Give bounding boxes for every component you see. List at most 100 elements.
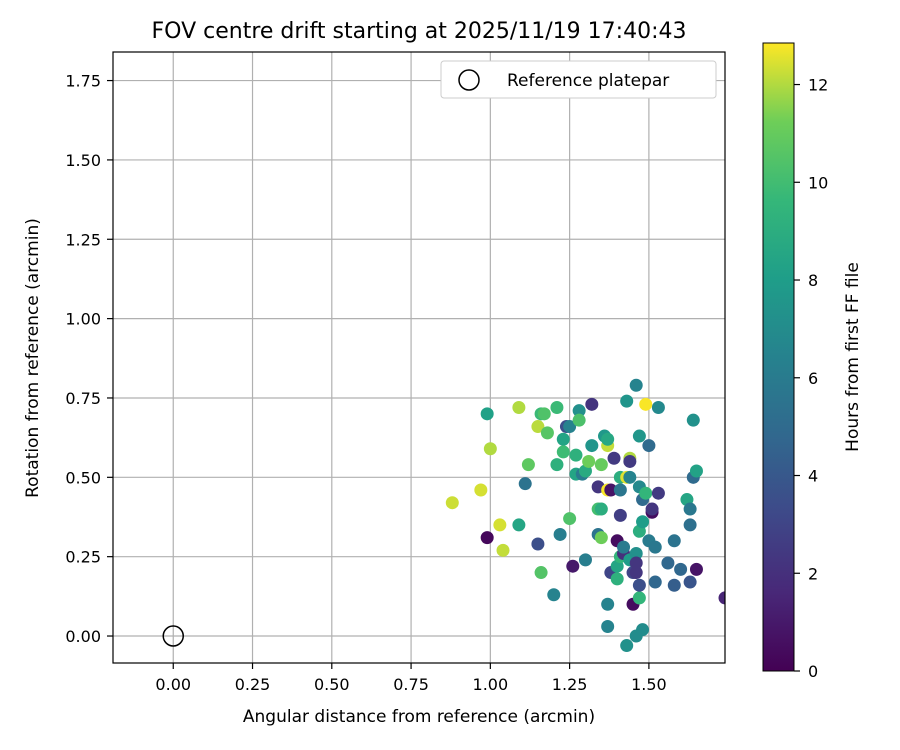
data-point: [566, 559, 580, 573]
x-tick-label: 1.00: [473, 675, 509, 694]
x-tick-label: 1.25: [552, 675, 588, 694]
data-point: [594, 458, 608, 472]
data-point: [537, 407, 551, 421]
data-point: [645, 502, 659, 516]
x-tick-label: 0.25: [235, 675, 271, 694]
data-point: [547, 588, 561, 602]
data-point: [632, 578, 646, 592]
colorbar-tick-label: 0: [808, 662, 818, 681]
data-point: [683, 518, 697, 532]
data-point: [629, 378, 643, 392]
x-tick-label: 0.75: [393, 675, 429, 694]
colorbar-tick-label: 10: [808, 173, 828, 192]
data-point: [629, 566, 643, 580]
grid-lines: [113, 52, 725, 663]
data-point: [651, 486, 665, 500]
data-point: [661, 556, 675, 570]
data-point: [651, 400, 665, 414]
data-point: [572, 413, 586, 427]
scatter-points: [445, 378, 725, 653]
data-point: [512, 518, 526, 532]
data-point: [553, 527, 567, 541]
data-point: [686, 413, 700, 427]
data-point: [667, 578, 681, 592]
data-point: [617, 540, 631, 554]
data-point: [445, 496, 459, 510]
data-point: [636, 623, 650, 637]
data-point: [496, 543, 510, 557]
legend: Reference platepar: [440, 60, 717, 99]
data-point: [493, 518, 507, 532]
data-point: [648, 575, 662, 589]
data-point: [540, 426, 554, 440]
data-point: [521, 458, 535, 472]
legend-marker: [458, 69, 480, 91]
reference-point-marker: [162, 625, 184, 647]
y-tick-label: 0.75: [65, 389, 101, 408]
data-point: [585, 397, 599, 411]
data-point: [518, 477, 532, 491]
data-point: [629, 556, 643, 570]
data-point: [604, 483, 618, 497]
data-point: [563, 420, 577, 434]
x-axis-ticks: 0.00 0.25 0.50 0.75 1.00 1.25 1.50: [155, 663, 667, 694]
colorbar-tick-label: 6: [808, 369, 818, 388]
y-tick-label: 0.50: [65, 468, 101, 487]
data-point: [594, 531, 608, 545]
y-tick-label: 0.00: [65, 627, 101, 646]
data-point: [629, 546, 643, 560]
colorbar: 0 2 4 6 8 10 12 Hours from first FF file: [762, 42, 863, 681]
y-tick-label: 1.50: [65, 151, 101, 170]
data-point: [623, 454, 637, 468]
data-point: [550, 458, 564, 472]
data-point: [531, 420, 545, 434]
data-point: [689, 464, 703, 478]
data-point: [483, 442, 497, 456]
x-axis-label: Angular distance from reference (arcmin): [243, 707, 595, 727]
colorbar-ticks: 0 2 4 6 8 10 12: [794, 76, 828, 681]
data-point: [531, 537, 545, 551]
chart-title: FOV centre drift starting at 2025/11/19 …: [152, 19, 687, 44]
y-tick-label: 1.00: [65, 310, 101, 329]
data-point: [642, 439, 656, 453]
data-point: [582, 454, 596, 468]
data-point: [563, 512, 577, 526]
data-point: [474, 483, 488, 497]
y-axis-label: Rotation from reference (arcmin): [23, 218, 43, 498]
data-point: [613, 483, 627, 497]
data-point: [594, 502, 608, 516]
data-point: [639, 486, 653, 500]
data-point: [632, 429, 646, 443]
data-point: [667, 534, 681, 548]
data-point: [674, 562, 688, 576]
data-point: [718, 591, 725, 605]
data-point: [610, 572, 624, 586]
data-point: [578, 553, 592, 567]
data-point: [569, 448, 583, 462]
data-point: [607, 451, 621, 465]
data-point: [683, 502, 697, 516]
data-point: [601, 432, 615, 446]
data-point: [632, 591, 646, 605]
y-axis-ticks: 0.00 0.25 0.50 0.75 1.00 1.25 1.50 1.75: [65, 72, 113, 646]
data-point: [648, 540, 662, 554]
legend-box: [440, 60, 717, 99]
data-point: [601, 597, 615, 611]
data-point: [572, 404, 586, 418]
colorbar-gradient: [762, 42, 795, 672]
x-tick-label: 0.00: [155, 675, 191, 694]
data-point: [620, 394, 634, 408]
data-point: [639, 397, 653, 411]
y-tick-label: 1.75: [65, 72, 101, 91]
y-tick-label: 1.25: [65, 230, 101, 249]
data-point: [550, 400, 564, 414]
data-point: [613, 508, 627, 522]
data-point: [585, 439, 599, 453]
colorbar-tick-label: 8: [808, 271, 818, 290]
data-point: [620, 639, 634, 653]
data-point: [689, 562, 703, 576]
data-point: [556, 445, 570, 459]
data-point: [534, 566, 548, 580]
data-point: [556, 432, 570, 446]
